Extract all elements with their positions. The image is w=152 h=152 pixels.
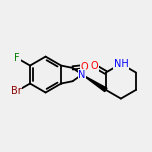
Text: N: N bbox=[78, 70, 86, 79]
Text: Br: Br bbox=[11, 86, 22, 97]
Text: NH: NH bbox=[114, 59, 128, 69]
Polygon shape bbox=[82, 74, 107, 92]
Text: F: F bbox=[14, 53, 20, 63]
Text: O: O bbox=[81, 62, 88, 72]
Text: O: O bbox=[91, 61, 99, 71]
